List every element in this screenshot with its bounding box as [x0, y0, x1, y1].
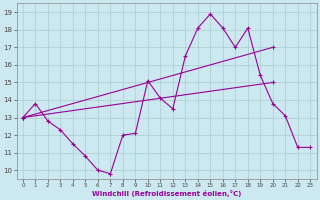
X-axis label: Windchill (Refroidissement éolien,°C): Windchill (Refroidissement éolien,°C) [92, 190, 241, 197]
